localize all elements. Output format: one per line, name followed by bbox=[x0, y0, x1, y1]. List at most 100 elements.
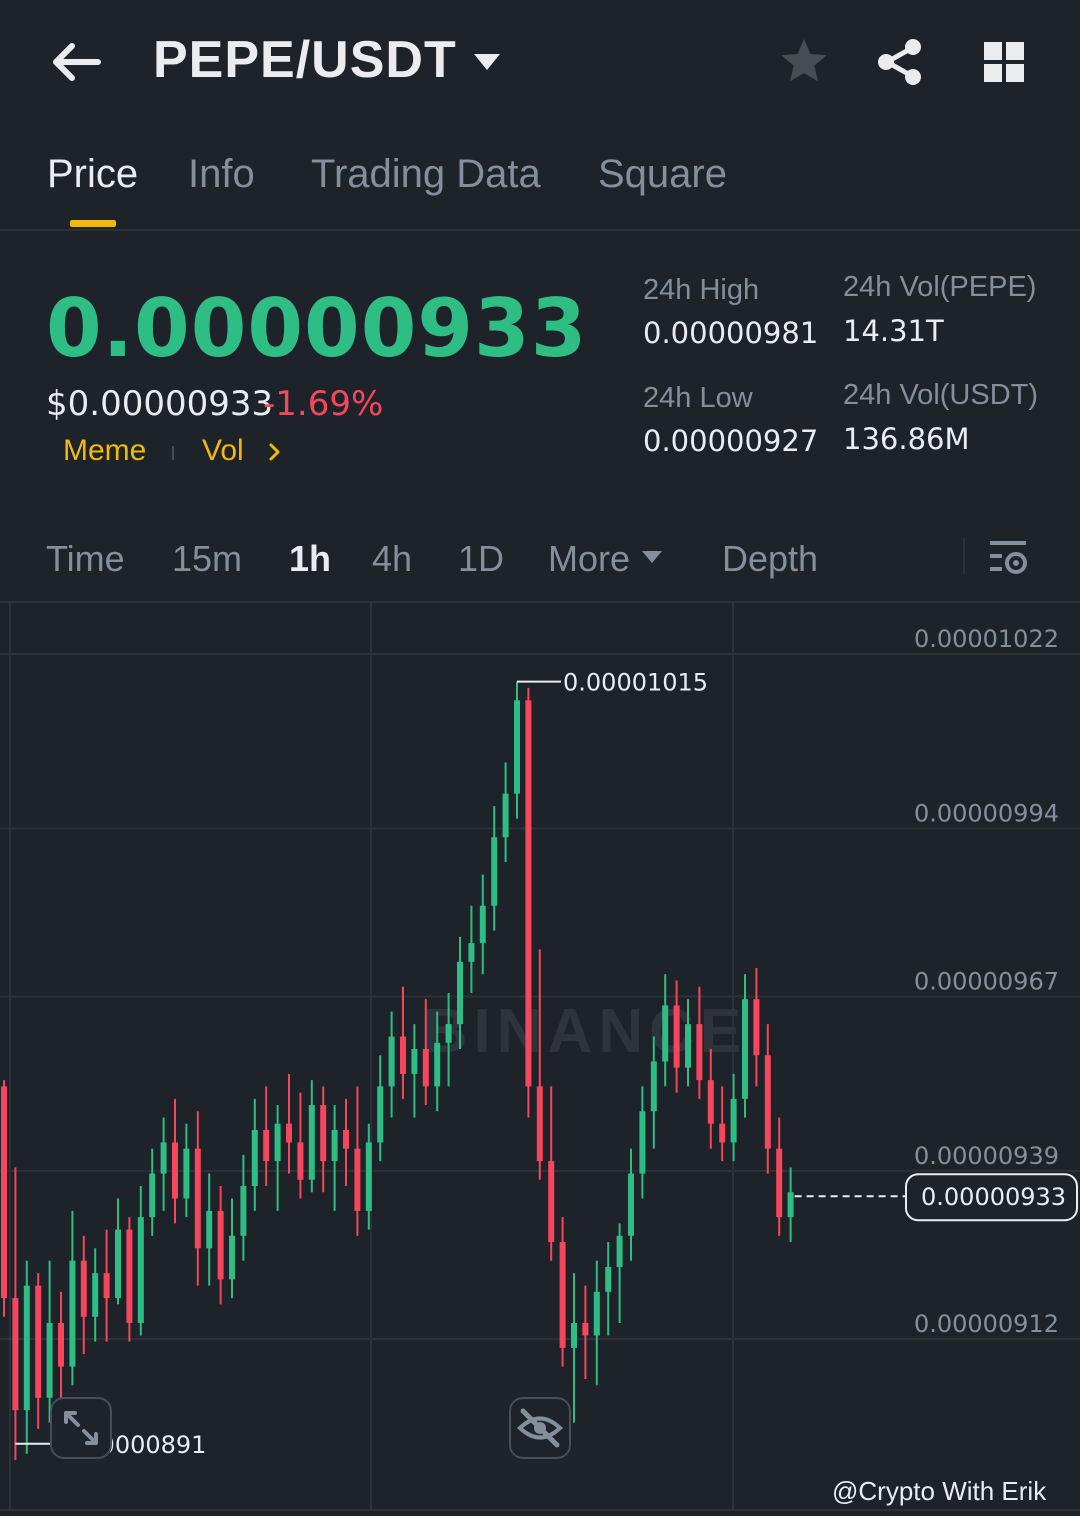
candle-body-13 bbox=[149, 1173, 156, 1218]
tab-price[interactable]: Price bbox=[47, 152, 139, 196]
tab-square[interactable]: Square bbox=[598, 152, 727, 196]
candle-body-38 bbox=[434, 1042, 441, 1087]
interval-4h[interactable]: 4h bbox=[372, 538, 413, 579]
candle-body-37 bbox=[422, 1049, 429, 1087]
candle-body-9 bbox=[103, 1273, 110, 1299]
tab-info[interactable]: Info bbox=[188, 152, 255, 196]
candle-body-58 bbox=[662, 1005, 669, 1062]
candle-body-26 bbox=[297, 1142, 304, 1180]
interval-time[interactable]: Time bbox=[46, 538, 125, 579]
layout-button[interactable] bbox=[978, 34, 1034, 90]
candle-body-19 bbox=[217, 1210, 224, 1280]
candle-body-23 bbox=[263, 1129, 270, 1162]
candle-body-20 bbox=[229, 1235, 235, 1280]
candle-body-14 bbox=[160, 1142, 167, 1174]
star-icon bbox=[781, 39, 827, 82]
current-price-box bbox=[905, 1173, 1078, 1222]
candle-body-6 bbox=[69, 1260, 76, 1367]
candlestick-chart[interactable]: BINANCE 0.000010220.000009940.000009670.… bbox=[0, 603, 1080, 1516]
y-axis-label-1: 0.00000994 bbox=[914, 799, 1059, 827]
share-icon bbox=[878, 39, 921, 85]
high-marker-label: 0.00001015 bbox=[563, 669, 708, 697]
candle-body-49 bbox=[559, 1242, 566, 1348]
expand-icon bbox=[64, 1411, 98, 1445]
stat-low-value: 0.00000927 bbox=[643, 424, 819, 458]
candle-body-25 bbox=[286, 1123, 292, 1143]
candle-body-56 bbox=[639, 1111, 646, 1174]
tag-more-button[interactable] bbox=[266, 440, 284, 464]
candle-body-32 bbox=[365, 1142, 372, 1211]
candle-body-31 bbox=[354, 1148, 361, 1211]
candle-body-65 bbox=[742, 999, 748, 1099]
candle-body-11 bbox=[126, 1229, 133, 1323]
back-arrow-icon bbox=[53, 43, 101, 81]
candle-body-27 bbox=[308, 1105, 315, 1180]
candle-body-53 bbox=[605, 1266, 612, 1292]
candle-body-30 bbox=[343, 1129, 349, 1149]
candle-body-22 bbox=[251, 1129, 258, 1186]
interval-1d[interactable]: 1D bbox=[458, 538, 505, 579]
share-button[interactable] bbox=[872, 34, 928, 90]
candle-body-39 bbox=[445, 1024, 452, 1043]
candle-body-68 bbox=[776, 1148, 783, 1218]
y-axis-label-3: 0.00000939 bbox=[914, 1142, 1059, 1170]
grid-icon bbox=[984, 42, 1024, 82]
candle-body-29 bbox=[331, 1129, 338, 1162]
watermark-credit: @Crypto With Erik bbox=[832, 1476, 1047, 1506]
current-price-label: 0.00000933 bbox=[921, 1183, 1066, 1211]
interval-depth[interactable]: Depth bbox=[722, 538, 819, 579]
candle-body-57 bbox=[650, 1061, 657, 1112]
candles bbox=[1, 681, 794, 1460]
expand-chart-button[interactable] bbox=[50, 1397, 112, 1459]
chart-settings-icon bbox=[990, 541, 1027, 574]
candle-body-10 bbox=[115, 1229, 121, 1299]
interval-1h[interactable]: 1h bbox=[289, 538, 332, 579]
pair-dropdown-button[interactable] bbox=[470, 48, 504, 76]
candle-body-7 bbox=[80, 1260, 87, 1317]
back-button[interactable] bbox=[46, 34, 106, 90]
candle-body-17 bbox=[194, 1148, 201, 1249]
more-caret[interactable] bbox=[640, 548, 664, 566]
stat-high-value: 0.00000981 bbox=[643, 316, 819, 350]
candle-body-12 bbox=[137, 1217, 144, 1323]
candle-body-8 bbox=[92, 1273, 99, 1317]
candle-body-69 bbox=[787, 1192, 794, 1218]
candle-body-47 bbox=[536, 1086, 543, 1162]
candle-body-44 bbox=[502, 793, 509, 838]
usd-price: $0.00000933 bbox=[46, 384, 274, 424]
candle-body-45 bbox=[514, 700, 520, 794]
candle-body-5 bbox=[58, 1323, 64, 1367]
tag-meme[interactable]: Meme bbox=[63, 434, 147, 467]
candle-body-60 bbox=[685, 1024, 691, 1068]
interval-more[interactable]: More bbox=[548, 538, 631, 579]
candle-body-46 bbox=[525, 700, 532, 1087]
stat-high-label: 24h High bbox=[643, 274, 760, 306]
pair-selector[interactable]: PEPE/USDT bbox=[153, 31, 457, 89]
candle-body-63 bbox=[719, 1123, 726, 1143]
candle-body-52 bbox=[593, 1291, 600, 1336]
candle-body-0 bbox=[1, 1086, 7, 1299]
chart-settings-button[interactable] bbox=[986, 536, 1030, 580]
tab-trading-data[interactable]: Trading Data bbox=[311, 152, 541, 196]
interval-15m[interactable]: 15m bbox=[172, 538, 243, 579]
tabs-divider bbox=[0, 229, 1080, 231]
tag-vol[interactable]: Vol bbox=[202, 434, 244, 467]
caret-down-icon bbox=[474, 54, 500, 70]
candle-body-48 bbox=[548, 1161, 555, 1243]
y-axis-label-4: 0.00000912 bbox=[914, 1310, 1059, 1338]
high-marker: 0.00001015 bbox=[517, 669, 708, 697]
price-change-percent: -1.69% bbox=[263, 384, 384, 424]
candle-body-62 bbox=[707, 1080, 714, 1124]
favorite-button[interactable] bbox=[776, 34, 832, 90]
candle-body-33 bbox=[377, 1086, 384, 1143]
candle-body-43 bbox=[491, 837, 498, 906]
stat-low-label: 24h Low bbox=[643, 382, 753, 414]
candle-body-18 bbox=[206, 1210, 213, 1249]
y-axis-labels: 0.00001022 0.00000994 0.00000967 0.00000939… bbox=[914, 625, 1059, 1338]
hide-indicators-button[interactable] bbox=[509, 1397, 571, 1459]
candle-body-35 bbox=[400, 1036, 406, 1074]
caret-down-icon bbox=[642, 551, 662, 563]
interval-separator bbox=[963, 538, 965, 574]
candle-body-41 bbox=[468, 943, 475, 962]
last-price: 0.00000933 bbox=[46, 282, 588, 375]
